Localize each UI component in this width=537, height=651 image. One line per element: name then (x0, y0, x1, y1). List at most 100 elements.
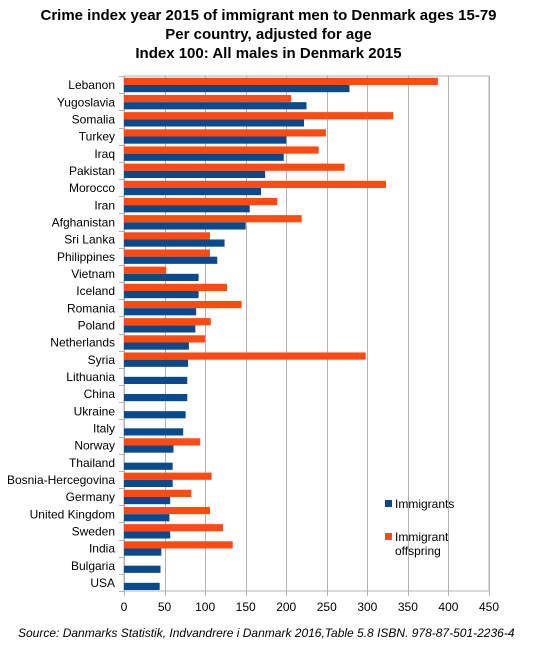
bar-immigrants (124, 325, 196, 333)
bar-immigrants (124, 102, 307, 110)
category-label: Turkey (79, 130, 115, 144)
x-tick-label: 50 (158, 600, 172, 614)
bar-immigrants (124, 290, 199, 299)
bar-immigrant-offspring (124, 352, 366, 360)
bar-immigrant-offspring (124, 524, 223, 532)
category-label: Iceland (76, 284, 115, 298)
bar-immigrants (124, 84, 350, 93)
bar-immigrants (124, 153, 284, 161)
category-label: Iran (94, 198, 115, 212)
bar-immigrants (124, 462, 173, 470)
category-label: Italy (93, 421, 115, 435)
bar-immigrants (124, 565, 161, 573)
category-label: Thailand (69, 456, 115, 470)
bar-immigrants (124, 582, 160, 591)
bar-immigrants (124, 359, 189, 367)
bar-immigrant-offspring (124, 472, 212, 480)
legend-label-immigrant-offspring: Immigrant (395, 530, 449, 544)
bar-immigrants (124, 531, 171, 539)
bar-immigrant-offspring (124, 232, 210, 240)
bar-immigrants (124, 496, 171, 505)
x-tick-label: 450 (479, 600, 499, 614)
category-label: Sri Lanka (64, 233, 115, 247)
category-label: India (89, 542, 115, 556)
bar-immigrant-offspring (124, 541, 233, 549)
bar-immigrant-offspring (124, 318, 211, 326)
x-tick-label: 150 (236, 600, 256, 614)
bar-immigrants (124, 376, 188, 385)
bar-immigrant-offspring (124, 335, 206, 343)
category-label: Yugoslavia (57, 95, 115, 109)
x-tick-label: 100 (195, 600, 215, 614)
bar-immigrant-offspring (124, 215, 302, 223)
category-label: Syria (88, 353, 116, 367)
bar-immigrants (124, 342, 189, 350)
bar-immigrants (124, 239, 225, 247)
bar-immigrant-offspring (124, 146, 319, 154)
bar-immigrants (124, 548, 162, 556)
category-label: Poland (78, 318, 115, 332)
bar-immigrant-offspring (124, 94, 292, 103)
x-tick-label: 300 (357, 600, 377, 614)
bar-immigrants (124, 273, 199, 282)
x-tick-label: 200 (276, 600, 296, 614)
x-tick-label: 250 (317, 600, 337, 614)
x-tick-label: 350 (398, 600, 418, 614)
bar-immigrant-offspring (124, 180, 386, 188)
chart-index-note: Index 100: All males in Denmark 2015 (135, 45, 402, 62)
category-label: Norway (74, 439, 115, 453)
category-label: United Kingdom (30, 507, 115, 521)
category-label: Pakistan (69, 164, 115, 178)
category-label: China (84, 387, 116, 401)
legend-swatch-immigrants (385, 500, 392, 507)
bar-immigrant-offspring (124, 266, 167, 274)
bar-immigrant-offspring (124, 300, 242, 309)
bar-immigrants (124, 187, 262, 196)
bar-immigrants (124, 205, 250, 213)
x-tick-label: 0 (121, 600, 128, 614)
category-label: Lebanon (68, 78, 115, 92)
legend-label-immigrant-offspring-line2: offspring (395, 544, 441, 558)
legend-label-immigrants: Immigrants (395, 497, 454, 511)
chart-subtitle: Per country, adjusted for age (165, 26, 372, 43)
bar-immigrant-offspring (124, 506, 210, 515)
bar-immigrant-offspring (124, 163, 345, 171)
bar-immigrant-offspring (124, 129, 326, 137)
bar-immigrants (124, 393, 188, 402)
category-label: Germany (66, 490, 115, 504)
bar-immigrant-offspring (124, 283, 228, 291)
category-label: Somalia (72, 112, 116, 126)
bar-immigrants (124, 222, 246, 230)
bar-immigrant-offspring (124, 77, 438, 85)
category-label: Sweden (72, 524, 115, 538)
legend-swatch-immigrant-offspring (385, 533, 392, 540)
bar-immigrant-offspring (124, 249, 210, 257)
bar-immigrants (124, 479, 173, 488)
category-label: Bulgaria (71, 559, 115, 573)
bar-immigrant-offspring (124, 197, 278, 206)
category-label: USA (90, 576, 115, 590)
category-label: Romania (67, 301, 115, 315)
bar-immigrants (124, 411, 186, 419)
category-label: Iraq (94, 147, 115, 161)
category-label: Bosnia-Hercegovina (7, 473, 115, 487)
bar-immigrants (124, 170, 266, 179)
bar-immigrant-offspring (124, 489, 192, 497)
category-label: Netherlands (50, 336, 115, 350)
category-label: Vietnam (71, 267, 115, 281)
x-tick-label: 400 (438, 600, 458, 614)
category-label: Morocco (69, 181, 115, 195)
source-note: Source: Danmarks Statistik, Indvandrere … (18, 626, 515, 640)
category-label: Lithuania (66, 370, 115, 384)
bar-immigrant-offspring (124, 112, 394, 120)
category-label: Philippines (57, 250, 115, 264)
bar-immigrants (124, 308, 197, 316)
bar-immigrants (124, 445, 174, 453)
category-label: Afghanistan (52, 215, 115, 229)
bar-immigrants (124, 256, 218, 264)
chart-title: Crime index year 2015 of immigrant men t… (40, 7, 497, 24)
bar-immigrant-offspring (124, 438, 201, 446)
category-label: Ukraine (74, 404, 116, 418)
bar-immigrants (124, 136, 287, 144)
